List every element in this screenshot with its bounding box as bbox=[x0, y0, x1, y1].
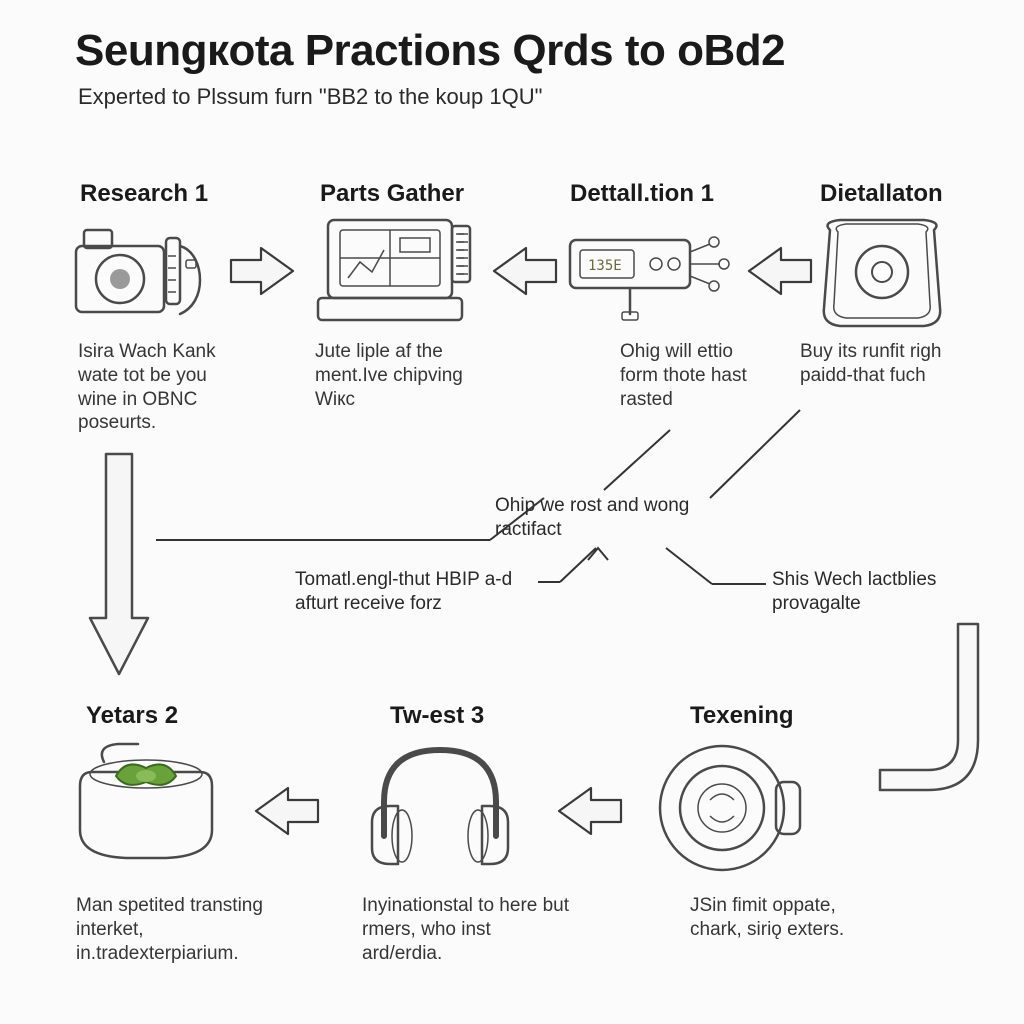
step-title-yetars: Yetars 2 bbox=[86, 702, 178, 730]
arrow-left-icon bbox=[252, 782, 322, 840]
step-title-twest: Tw-еst 3 bbox=[390, 702, 484, 730]
infographic-page: Seungкota Practions Qrds to oBd2 Experte… bbox=[0, 0, 1024, 1024]
round-socket-icon bbox=[640, 730, 810, 880]
step-desc-twest: Inyinationstal to here but rmers, who in… bbox=[362, 894, 572, 965]
headphones-icon bbox=[350, 736, 530, 876]
step-desc-texening: JSin fimit oppate, chark, siriǫ exters. bbox=[690, 894, 870, 942]
elbow-pipe-icon bbox=[870, 620, 990, 820]
step-desc-yetars: Man spetited transting interket, in.trad… bbox=[76, 894, 286, 965]
money-pot-icon bbox=[66, 736, 226, 866]
step-title-texening: Texening bbox=[690, 702, 794, 730]
arrow-left-icon bbox=[555, 782, 625, 840]
